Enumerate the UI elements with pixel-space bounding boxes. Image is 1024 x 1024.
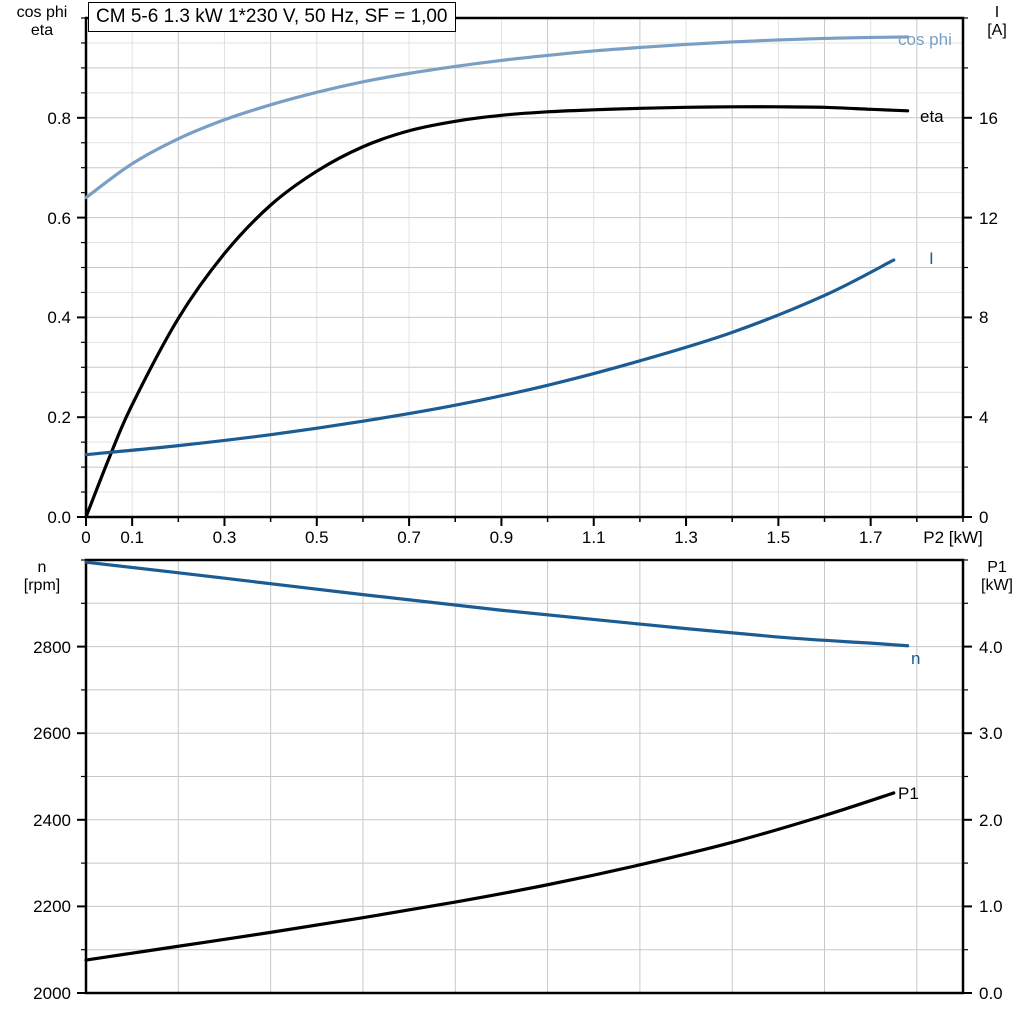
bottom-right-axis-title: P1 [kW] bbox=[981, 559, 1013, 594]
top-left-tick-label: 0.2 bbox=[47, 408, 71, 428]
top-left-axis-title: cos phi eta bbox=[16, 4, 68, 39]
bottom-right-tick-label: 3.0 bbox=[979, 724, 1003, 744]
top-right-tick-label: 0 bbox=[979, 508, 989, 527]
top-x-tick-label: 0 bbox=[81, 528, 91, 547]
bottom-right-tick-label: 1.0 bbox=[979, 897, 1003, 917]
curve-label-eta: eta bbox=[920, 107, 944, 126]
top-x-tick-label: 1.5 bbox=[766, 528, 791, 547]
top-right-tick-label: 12 bbox=[979, 208, 998, 228]
top-left-tick-label: 0.4 bbox=[47, 308, 71, 328]
top-x-tick-label: 1.7 bbox=[858, 528, 883, 547]
curve-label-p1: P1 bbox=[898, 784, 919, 803]
bottom-right-tick-label: 2.0 bbox=[979, 810, 1003, 830]
curve-label-current: I bbox=[929, 249, 934, 268]
top-right-tick-label: 8 bbox=[979, 308, 989, 328]
bottom-left-tick-label: 2200 bbox=[33, 897, 71, 917]
top-x-tick-label: 0.9 bbox=[489, 528, 514, 547]
top-left-tick-label: 0.8 bbox=[47, 108, 71, 128]
top-left-tick-label: 0.6 bbox=[47, 208, 71, 228]
top-x-tick-label: 0.3 bbox=[212, 528, 237, 547]
bottom-right-tick-label: 4.0 bbox=[979, 637, 1003, 657]
top-right-axis-title: I [A] bbox=[987, 4, 1007, 39]
top-x-tick-label: 1.3 bbox=[674, 528, 698, 547]
top-x-tick-label: 0.1 bbox=[120, 528, 144, 547]
top-chart-plot bbox=[77, 16, 972, 526]
bottom-chart-panel: n [rpm] P1 [kW] n P1 2000 2200 2400 2600 280… bbox=[0, 545, 1024, 1024]
bottom-left-tick-label: 2800 bbox=[33, 637, 71, 657]
bottom-left-axis-title: n [rpm] bbox=[23, 559, 61, 594]
top-left-tick-label: 0.0 bbox=[47, 508, 71, 527]
top-x-tick-label: 0.7 bbox=[397, 528, 421, 547]
curve-label-cos-phi: cos phi bbox=[898, 30, 952, 49]
bottom-left-tick-label: 2600 bbox=[33, 724, 71, 744]
bottom-right-tick-label: 0.0 bbox=[979, 984, 1003, 1003]
bottom-left-tick-label: 2000 bbox=[33, 984, 71, 1003]
bottom-left-tick-label: 2400 bbox=[33, 810, 71, 830]
top-x-axis-title: P2 [kW] bbox=[923, 528, 983, 547]
top-x-tick-label: 1.1 bbox=[581, 528, 606, 547]
top-chart-panel: cos phi eta I [A] cos phi eta I 0 0.1 0.3 0… bbox=[16, 4, 1007, 547]
top-right-tick-label: 4 bbox=[979, 408, 989, 428]
bottom-chart-plot bbox=[77, 558, 972, 995]
curve-label-speed: n bbox=[911, 649, 921, 668]
pump-spec-title-box: CM 5-6 1.3 kW 1*230 V, 50 Hz, SF = 1,00 bbox=[88, 2, 456, 32]
top-right-tick-label: 16 bbox=[979, 108, 998, 128]
top-x-tick-label: 0.5 bbox=[304, 528, 329, 547]
